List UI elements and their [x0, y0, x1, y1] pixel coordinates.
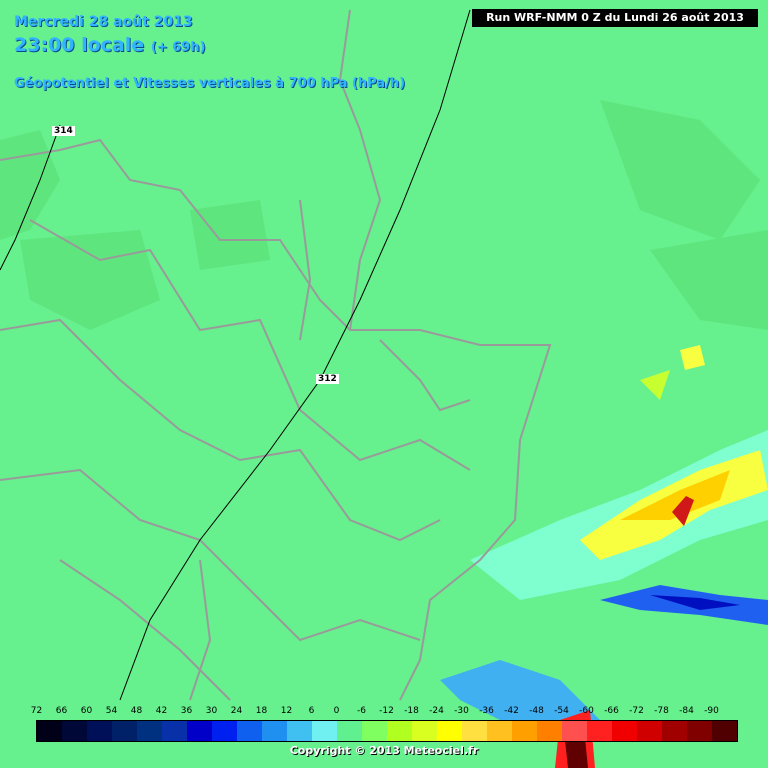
contours: [0, 9, 471, 701]
legend-swatch: [212, 721, 237, 741]
legend-swatch: [262, 721, 287, 741]
legend-label: -36: [479, 706, 494, 716]
time-text: 23:00 locale: [14, 34, 145, 56]
legend-swatch: [62, 721, 87, 741]
weather-cells: [440, 345, 768, 768]
run-info: Run WRF-NMM 0 Z du Lundi 26 août 2013: [472, 9, 758, 27]
legend-swatch: [562, 721, 587, 741]
legend-swatch: [237, 721, 262, 741]
legend-label: 60: [80, 706, 93, 716]
legend-label: -78: [654, 706, 669, 716]
color-scale: [36, 720, 738, 742]
legend-label: -72: [629, 706, 644, 716]
legend-swatch: [112, 721, 137, 741]
borders: [0, 9, 552, 701]
legend-swatch: [412, 721, 437, 741]
legend-swatch: [162, 721, 187, 741]
legend-label: 0: [333, 706, 340, 716]
darker-green-areas: [0, 100, 768, 330]
field-title: Géopotentiel et Vitesses verticales à 70…: [14, 76, 406, 91]
legend-swatch: [87, 721, 112, 741]
legend-label: -30: [454, 706, 469, 716]
legend-swatch: [487, 721, 512, 741]
legend-label: -42: [504, 706, 519, 716]
legend-swatch: [187, 721, 212, 741]
legend-label: -24: [429, 706, 444, 716]
legend-swatch: [612, 721, 637, 741]
legend-swatch: [312, 721, 337, 741]
date: Mercredi 28 août 2013: [14, 14, 193, 30]
legend-swatch: [462, 721, 487, 741]
legend-label: -66: [604, 706, 619, 716]
legend-swatch: [437, 721, 462, 741]
legend-label: 66: [55, 706, 68, 716]
legend-label: -6: [357, 706, 366, 716]
contour-label: 314: [52, 126, 75, 136]
legend-swatch: [287, 721, 312, 741]
legend-label: 54: [105, 706, 118, 716]
legend-swatch: [512, 721, 537, 741]
legend-swatch: [387, 721, 412, 741]
legend-label: -60: [579, 706, 594, 716]
legend-swatch: [687, 721, 712, 741]
legend-label: -90: [704, 706, 719, 716]
legend-swatch: [662, 721, 687, 741]
legend-swatch: [712, 721, 737, 741]
legend-label: -84: [679, 706, 694, 716]
legend-label: -48: [529, 706, 544, 716]
legend-label: 18: [255, 706, 268, 716]
legend-swatch: [362, 721, 387, 741]
legend-label: 42: [155, 706, 168, 716]
legend-labels: 72 66 60 54 48 42 36 30 24 18 12 6 0 -6 -12 -18 -24 -30 -3…: [24, 706, 724, 718]
legend-swatch: [637, 721, 662, 741]
legend-label: 24: [230, 706, 243, 716]
time: 23:00 locale (+ 69h): [14, 34, 205, 56]
legend-label: 12: [280, 706, 293, 716]
copyright: Copyright © 2013 Meteociel.fr: [289, 744, 479, 757]
legend-label: -54: [554, 706, 569, 716]
legend-label: 48: [130, 706, 143, 716]
contour-label: 312: [316, 374, 339, 384]
legend-label: -12: [379, 706, 394, 716]
legend-swatch: [37, 721, 62, 741]
legend-swatch: [137, 721, 162, 741]
legend-label: -18: [404, 706, 419, 716]
legend-label: 30: [205, 706, 218, 716]
legend-label: 72: [30, 706, 43, 716]
legend-label: 6: [308, 706, 315, 716]
legend-swatch: [587, 721, 612, 741]
legend-swatch: [537, 721, 562, 741]
lead-time: (+ 69h): [150, 40, 206, 55]
legend-label: 36: [180, 706, 193, 716]
legend-swatch: [337, 721, 362, 741]
